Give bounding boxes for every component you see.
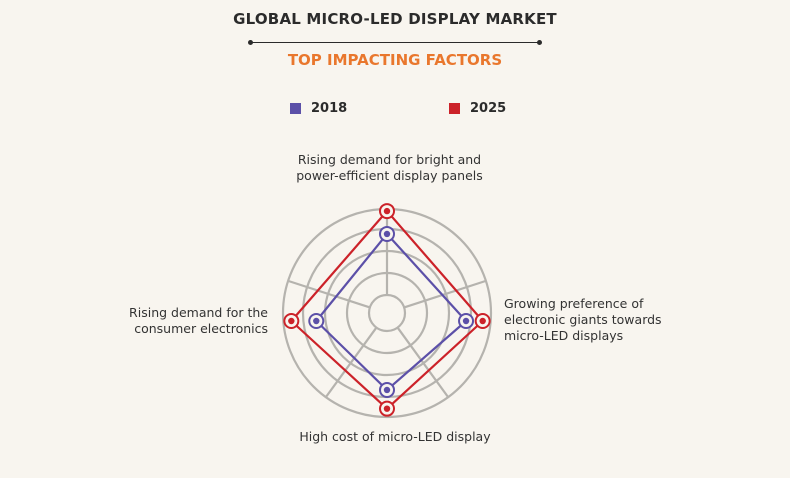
axis-label-right-line1: Growing preference of: [504, 296, 644, 311]
legend-label-2025: 2025: [470, 101, 507, 116]
axis-label-top-line2: power-efficient display panels: [296, 168, 483, 183]
data-point-2018-0: [383, 230, 391, 238]
legend-label-2018: 2018: [311, 101, 348, 116]
axis-label-top: Rising demand for bright and power-effic…: [287, 152, 492, 184]
series-line-2018: [315, 232, 468, 392]
axis-label-right: Growing preference of electronic giants …: [504, 296, 704, 344]
data-point-2025-3: [288, 317, 295, 325]
axis-label-left: Rising demand for the consumer electroni…: [110, 305, 268, 337]
legend-swatch-2018: [290, 103, 301, 114]
axis-label-left-line2: consumer electronics: [134, 321, 268, 336]
legend-item-2018: 2018: [290, 101, 347, 116]
axis-label-right-line3: micro-LED displays: [504, 328, 624, 343]
legend-item-2025: 2025: [449, 101, 506, 116]
axis-label-bottom: High cost of micro-LED display: [290, 429, 500, 445]
grid-ring-1: [345, 271, 429, 355]
axis-label-right-line2: electronic giants towards: [504, 312, 662, 327]
grid-spoke-1: [403, 279, 487, 309]
data-point-2018-1: [462, 317, 470, 325]
grid-spoke-4: [287, 279, 371, 309]
chart-subtitle: TOP IMPACTING FACTORS: [287, 51, 503, 69]
data-point-2018-3: [313, 317, 320, 325]
grid-ring-0: [367, 293, 407, 333]
legend-swatch-2025: [449, 103, 460, 114]
chart-title: GLOBAL MICRO-LED DISPLAY MARKET: [233, 10, 557, 28]
axis-label-left-line1: Rising demand for the: [129, 305, 268, 320]
data-point-2025-2: [383, 405, 391, 412]
axis-label-bottom-line1: High cost of micro-LED display: [299, 429, 491, 444]
axis-label-top-line1: Rising demand for bright and: [297, 152, 482, 167]
title-divider: [248, 40, 542, 45]
data-point-2018-2: [383, 386, 391, 394]
grid-ring-2: [323, 249, 451, 377]
data-point-2025-0: [383, 207, 391, 215]
data-point-2025-1: [479, 317, 486, 325]
